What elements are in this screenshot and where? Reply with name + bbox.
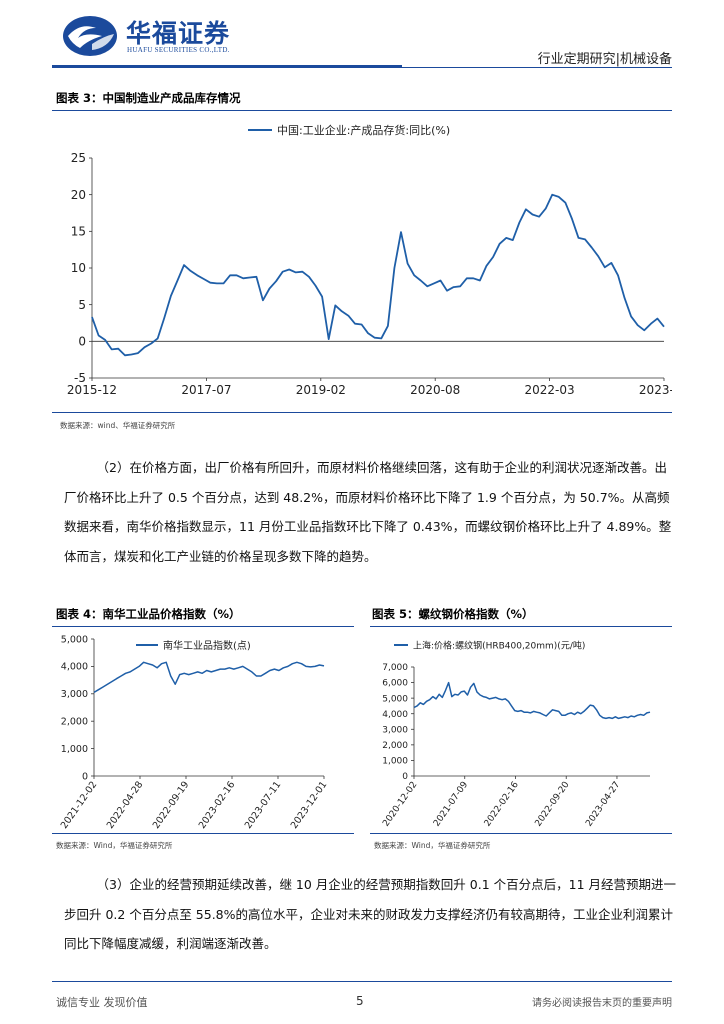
y-tick-label: 1,000 [61, 744, 88, 755]
y-tick-label: 3,000 [61, 689, 88, 700]
y-tick-label: 0 [82, 771, 88, 782]
figure3-title-rule [52, 110, 672, 111]
x-tick-label: 2023-07-11 [243, 779, 284, 831]
x-tick-label: 2021-07-09 [432, 780, 470, 829]
figure4-title: 图表 4：南华工业品价格指数（%） [56, 607, 241, 621]
y-tick-label: 0 [402, 772, 408, 782]
huafu-logo-icon [63, 16, 117, 56]
y-tick-label: 6,000 [382, 679, 408, 689]
figure5-title: 图表 5：螺纹钢价格指数（%） [372, 607, 534, 621]
x-tick-label: 2019-02 [296, 383, 346, 397]
x-tick-label: 2023-12-01 [289, 779, 330, 831]
y-tick-label: 7,000 [382, 663, 408, 673]
series-line [91, 193, 665, 357]
paragraph-price: （2）在价格方面，出厂价格有所回升，而原材料价格继续回落，这有助于企业的利润状况… [64, 453, 676, 571]
y-tick-label: 20 [71, 188, 86, 202]
y-tick-label: 5,000 [61, 634, 88, 645]
x-tick-label: 2021-12-02 [59, 779, 100, 831]
figure5-title-rule [370, 626, 672, 627]
footer-disclaimer: 请务必阅读报告末页的重要声明 [532, 998, 672, 1009]
legend-label: 南华工业品指数(点) [163, 639, 251, 652]
x-tick-label: 2015-12 [67, 383, 117, 397]
header-divider [52, 67, 672, 68]
y-tick-label: 1,000 [382, 757, 408, 767]
x-tick-label: 2022-09-19 [151, 779, 192, 831]
y-tick-label: 4,000 [61, 662, 88, 673]
paragraph-expectation: （3）企业的经营预期延续改善，继 10 月企业的经营预期指数回升 0.1 个百分… [64, 870, 676, 959]
figure4-bottom-rule [52, 833, 354, 834]
x-tick-label: 2023-02-16 [197, 779, 238, 831]
figure5-bottom-rule [370, 833, 672, 834]
x-tick-label: 2020-12-02 [381, 780, 419, 829]
figure3-source: 数据来源：wind、华福证券研究所 [60, 421, 176, 430]
figure4-title-rule [52, 626, 354, 627]
report-category: 行业定期研究|机械设备 [537, 52, 672, 67]
y-tick-label: 25 [71, 151, 86, 165]
x-tick-label: 2023-09 [639, 383, 672, 397]
x-tick-label: 2023-04-27 [584, 780, 622, 829]
logo-english-text: HUAFU SECURITIES CO.,LTD. [127, 46, 230, 54]
y-tick-label: 10 [71, 261, 86, 275]
series-line [413, 681, 651, 720]
x-tick-label: 2022-02-16 [483, 780, 521, 829]
figure3-title: 图表 3：中国制造业产成品库存情况 [56, 91, 241, 105]
page-number: 5 [356, 994, 364, 1008]
y-tick-label: 4,000 [382, 710, 408, 720]
y-tick-label: 15 [71, 225, 86, 239]
logo-text: 华福证券 [126, 19, 231, 48]
paragraph-price-text: （2）在价格方面，出厂价格有所回升，而原材料价格继续回落，这有助于企业的利润状况… [64, 460, 672, 564]
figure4-source: 数据来源：Wind，华福证券研究所 [56, 841, 173, 850]
rebar-price-line-chart: 7,000 6,000 5,000 4,000 3,000 2,000 1,000 02020… [381, 639, 651, 829]
legend-label: 上海:价格:螺纹钢(HRB400,20mm)(元/吨) [413, 639, 585, 651]
y-tick-label: 2,000 [61, 717, 88, 728]
y-tick-label: 0 [78, 335, 86, 349]
y-tick-label: 5 [78, 298, 86, 312]
figure5-source: 数据来源：Wind，华福证券研究所 [374, 841, 491, 850]
footer-divider [52, 981, 672, 982]
legend-label: 中国:工业企业:产成品存货:同比(%) [277, 123, 450, 137]
x-tick-label: 2022-03 [525, 383, 575, 397]
series-line [93, 661, 325, 694]
x-tick-label: 2020-08 [410, 383, 460, 397]
figure3-bottom-rule [52, 412, 672, 413]
header-divider-accent [52, 65, 402, 67]
x-tick-label: 2017-07 [181, 383, 231, 397]
y-tick-label: 2,000 [382, 741, 408, 751]
y-tick-label: 3,000 [382, 725, 408, 735]
footer-slogan: 诚信专业 发现价值 [56, 996, 148, 1009]
paragraph-expectation-text: （3）企业的经营预期延续改善，继 10 月企业的经营预期指数回升 0.1 个百分… [64, 877, 677, 951]
y-tick-label: -5 [74, 371, 86, 385]
x-tick-label: 2022-04-28 [105, 779, 146, 831]
y-tick-label: 5,000 [382, 694, 408, 704]
x-tick-label: 2022-09-20 [533, 780, 571, 829]
